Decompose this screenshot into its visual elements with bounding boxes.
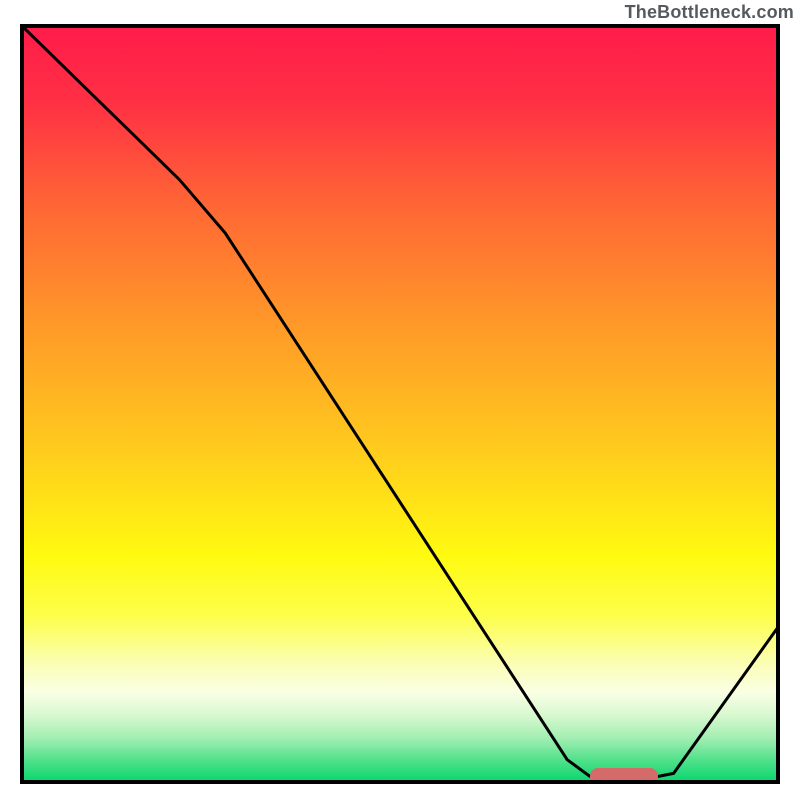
plot-area: [20, 24, 780, 784]
curve-layer: [20, 24, 780, 784]
bottleneck-curve: [20, 24, 780, 776]
optimal-range-marker: [590, 768, 658, 784]
watermark-text: TheBottleneck.com: [625, 2, 794, 23]
chart-container: [0, 0, 800, 800]
